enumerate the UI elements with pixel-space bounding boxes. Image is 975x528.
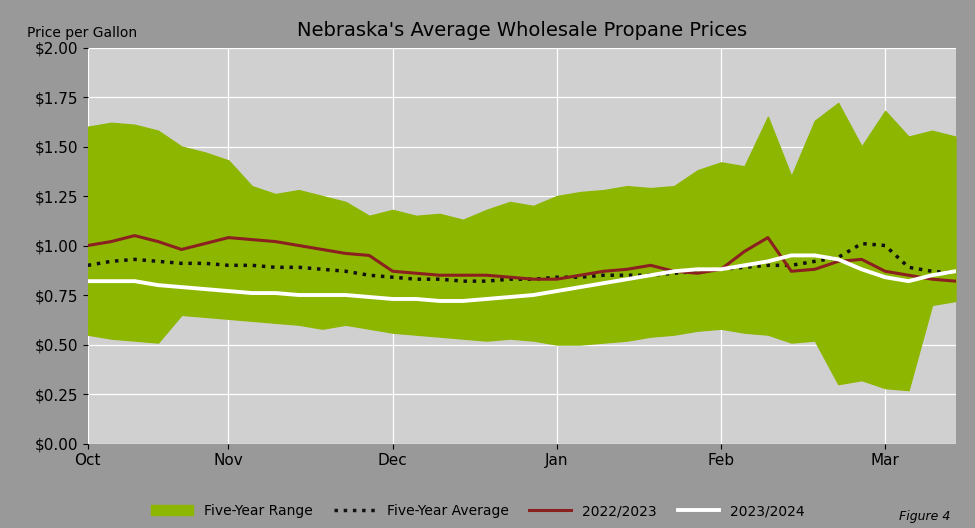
Text: Price per Gallon: Price per Gallon: [27, 25, 137, 40]
Legend: Five-Year Range, Five-Year Average, 2022/2023, 2023/2024: Five-Year Range, Five-Year Average, 2022…: [146, 498, 810, 524]
Title: Nebraska's Average Wholesale Propane Prices: Nebraska's Average Wholesale Propane Pri…: [296, 22, 747, 41]
Text: Figure 4: Figure 4: [899, 510, 951, 523]
